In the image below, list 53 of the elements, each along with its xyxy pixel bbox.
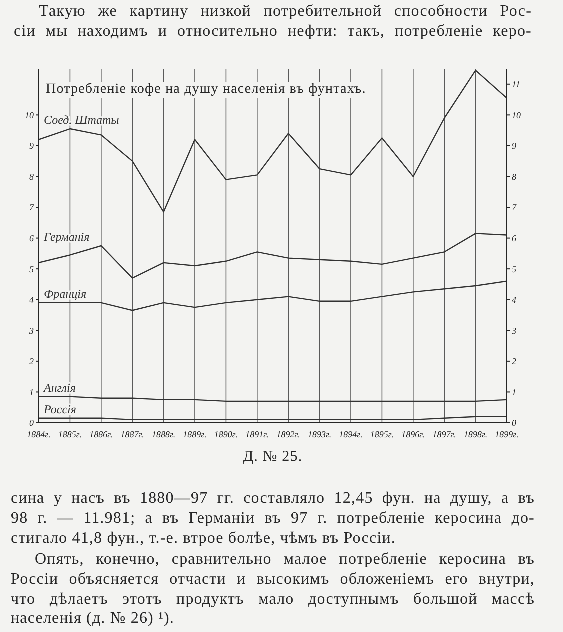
- y2-tick-label: 9: [512, 141, 517, 152]
- x-tick-label: 1889г.: [183, 429, 207, 440]
- text: Такую же картину низкой потребительной способности Рос-: [39, 2, 532, 22]
- x-tick-label: 1898г.: [464, 429, 488, 440]
- x-tick-label: 1886г.: [90, 429, 114, 440]
- y2-tick-label: 11: [512, 80, 520, 90]
- y-tick-label: 5: [30, 264, 34, 274]
- x-tick-label: 1896г.: [402, 429, 426, 440]
- x-tick-label: 1887г.: [120, 429, 144, 440]
- y2-tick-label: 6: [512, 234, 517, 244]
- x-tick-label: 1892г.: [276, 429, 300, 440]
- x-tick-label: 1893г.: [308, 429, 332, 440]
- text: населенія (д. № 26) ¹).: [11, 609, 175, 629]
- y-tick-label: 6: [30, 234, 34, 244]
- y-tick-label: 9: [30, 141, 34, 152]
- text: что дѣлаетъ этотъ продуктъ мало доступнымъ большой массѣ: [11, 590, 535, 610]
- y2-tick-label: 5: [512, 264, 517, 274]
- text: стигало 41,8 фун., т.-е. втрое болѣе, чѣмъ въ Россіи.: [11, 529, 396, 549]
- y-tick-label: 7: [30, 202, 34, 213]
- text: Потребленіе кофе на душу населенія въ фунтахъ.: [44, 82, 368, 98]
- line-series: [39, 233, 507, 279]
- text: сіи мы находимъ и относительно нефти: такъ, потребленіе керо-: [14, 22, 532, 42]
- text: Опять, конечно, сравнительно малое потребленіе керосина въ: [35, 550, 535, 570]
- x-tick-label: 1891г.: [246, 429, 270, 440]
- y-tick-label: 8: [30, 172, 34, 182]
- x-tick-label: 1888г.: [152, 429, 176, 440]
- x-tick-label: 1897г.: [432, 429, 456, 440]
- y2-tick-label: 7: [512, 202, 517, 213]
- y2-tick-label: 3: [511, 326, 517, 336]
- y2-tick-label: 4: [512, 295, 517, 306]
- line-series: [39, 280, 507, 312]
- x-tick-label: 1885г.: [58, 429, 82, 440]
- y2-tick-label: 1: [512, 387, 516, 398]
- x-tick-label: 1899г.: [495, 429, 519, 440]
- y-tick-label: 1: [30, 387, 34, 398]
- y-tick-label: 0: [30, 418, 34, 428]
- x-tick-label: 1884г.: [27, 429, 51, 440]
- y2-tick-label: 10: [512, 110, 522, 120]
- text: Д. № 25.: [243, 448, 303, 467]
- y2-tick-label: 2: [512, 356, 517, 367]
- y2-tick-label: 0: [512, 418, 517, 428]
- line-series: [39, 70, 507, 213]
- text: 98 г. — 11.981; а въ Германіи въ 97 г. потребленіе керосина до-: [11, 509, 535, 529]
- y-tick-label: 2: [30, 356, 34, 367]
- text: Россіи объясняется отчасти и высокимъ обложеніемъ его внутри,: [11, 570, 535, 590]
- y-tick-label: 3: [28, 326, 34, 336]
- x-tick-label: 1894г.: [339, 429, 363, 440]
- y-tick-label: 4: [30, 295, 34, 306]
- y2-tick-label: 8: [512, 172, 517, 182]
- y-tick-label: 10: [25, 110, 34, 120]
- x-tick-label: 1895г.: [370, 429, 394, 440]
- x-tick-label: 1890г.: [214, 429, 238, 440]
- text: сина у насъ въ 1880—97 гг. составляло 12,45 фун. на душу, а въ: [11, 489, 535, 509]
